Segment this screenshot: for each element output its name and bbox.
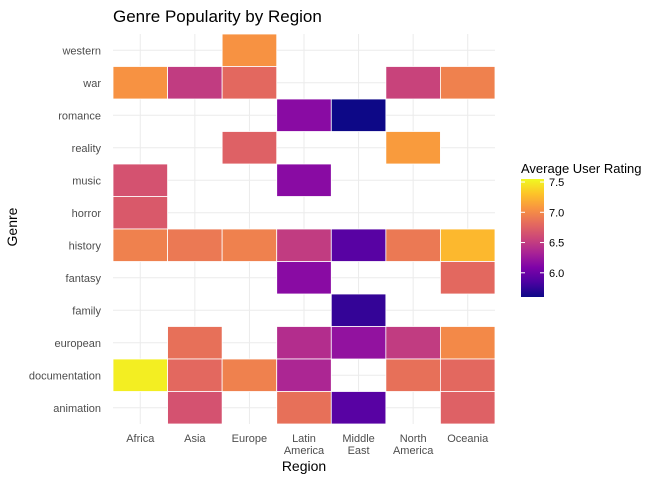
heatmap-tile <box>330 293 387 327</box>
x-tick-label: Middle East <box>342 433 374 457</box>
heatmap-tile <box>385 358 441 392</box>
y-tick-label: music <box>72 175 101 187</box>
x-tick-label: Africa <box>126 433 155 445</box>
y-tick-label: european <box>55 338 102 350</box>
heatmap-tile <box>276 261 332 295</box>
heatmap-tile <box>330 228 387 262</box>
legend-colorbar <box>521 179 544 297</box>
x-tick-labels: Africa Asia Europe Latin America Middle East No… <box>126 433 489 457</box>
heatmap-tile <box>112 358 168 392</box>
heatmap-tile <box>112 196 168 230</box>
x-tick-label: Oceania <box>447 433 489 445</box>
heatmap-tile <box>276 98 332 132</box>
chart-title: Genre Popularity by Region <box>113 7 322 26</box>
y-tick-label: romance <box>58 110 101 122</box>
heatmap-tile <box>112 66 168 100</box>
y-axis-title: Genre <box>4 207 20 246</box>
heatmap-tile <box>276 391 332 425</box>
heatmap-tile <box>440 391 496 425</box>
heatmap-tile <box>221 66 278 100</box>
heatmap-tile <box>167 391 223 425</box>
x-tick-label: Latin America <box>284 433 325 457</box>
heatmap-tile <box>112 163 168 197</box>
heatmap-tile <box>221 33 278 67</box>
heatmap-tile <box>440 228 496 262</box>
legend-tick-label: 6.5 <box>549 238 564 250</box>
y-tick-label: documentation <box>29 370 101 382</box>
heatmap-tile <box>385 228 441 262</box>
legend-tick-label: 7.5 <box>549 177 564 189</box>
y-tick-label: horror <box>72 208 102 220</box>
heatmap-tile <box>440 326 496 360</box>
x-tick-label: North America <box>393 433 434 457</box>
heatmap-tile <box>440 66 496 100</box>
heatmap-tile <box>112 228 168 262</box>
heatmap-tiles <box>112 33 496 425</box>
legend: Average User Rating 6.0 6.5 7.0 7.5 <box>521 161 641 297</box>
heatmap-tile <box>276 358 332 392</box>
heatmap-tile <box>167 66 223 100</box>
heatmap-tile <box>385 326 441 360</box>
heatmap-tile <box>167 326 223 360</box>
legend-ticks: 6.0 6.5 7.0 7.5 <box>521 177 564 280</box>
y-tick-label: war <box>82 78 101 90</box>
heatmap-tile <box>385 131 441 165</box>
heatmap-tile <box>440 261 496 295</box>
y-tick-labels: western war romance reality music horror histo… <box>29 45 102 415</box>
heatmap-tile <box>221 358 278 392</box>
y-tick-label: western <box>61 45 101 57</box>
y-tick-label: fantasy <box>66 273 102 285</box>
y-tick-label: animation <box>53 403 101 415</box>
heatmap-tile <box>276 326 332 360</box>
heatmap-tile <box>167 358 223 392</box>
heatmap-tile <box>440 358 496 392</box>
heatmap-tile <box>385 66 441 100</box>
y-tick-label: reality <box>72 143 102 155</box>
legend-tick-label: 6.0 <box>549 268 564 280</box>
x-tick-label: Asia <box>184 433 206 445</box>
heatmap-tile <box>221 228 278 262</box>
heatmap-tile <box>330 391 387 425</box>
heatmap-tile <box>330 98 387 132</box>
x-tick-label: Europe <box>232 433 267 445</box>
heatmap-tile <box>221 131 278 165</box>
legend-title: Average User Rating <box>521 161 641 176</box>
y-tick-label: family <box>72 305 101 317</box>
x-axis-title: Region <box>282 458 326 474</box>
heatmap-tile <box>330 326 387 360</box>
y-tick-label: history <box>69 240 102 252</box>
legend-tick-label: 7.0 <box>549 207 564 219</box>
heatmap-tile <box>276 228 332 262</box>
heatmap-tile <box>167 228 223 262</box>
heatmap-tile <box>276 163 332 197</box>
